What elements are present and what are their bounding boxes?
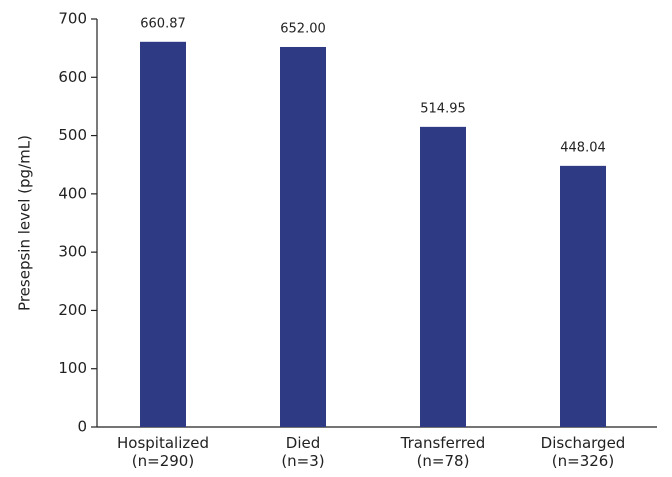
y-tick-label: 100 (58, 359, 87, 377)
value-label: 514.95 (420, 101, 466, 116)
bar (280, 46, 326, 427)
bar (140, 41, 186, 428)
value-label: 652.00 (280, 21, 326, 36)
bar (420, 126, 466, 427)
bar (560, 165, 606, 427)
y-tick-label: 500 (58, 126, 87, 144)
x-tick-label: Hospitalized (n=290) (117, 434, 209, 470)
x-tick-label: Died (n=3) (281, 434, 324, 470)
y-tick-label: 700 (58, 10, 87, 28)
x-tick-label: Transferred (n=78) (400, 434, 486, 470)
value-label: 448.04 (560, 140, 606, 155)
x-tick-label: Discharged (n=326) (541, 434, 626, 470)
y-tick-label: 200 (58, 301, 87, 319)
y-tick-label: 0 (77, 418, 87, 436)
y-tick-label: 300 (58, 243, 87, 261)
y-tick-label: 400 (58, 184, 87, 202)
y-axis-label: Presepsin level (pg/mL) (16, 135, 34, 311)
value-label: 660.87 (140, 16, 186, 31)
y-tick-label: 600 (58, 68, 87, 86)
